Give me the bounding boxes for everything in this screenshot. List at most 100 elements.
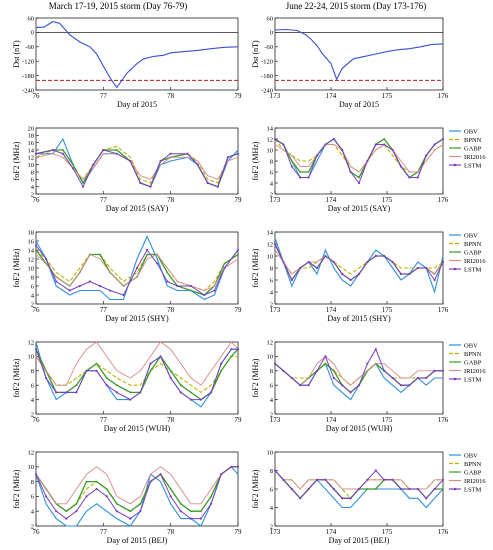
lstm-marker: [341, 384, 344, 387]
gabp-marker: [166, 271, 169, 274]
legend-label-lstm: LSTM: [464, 266, 482, 273]
y-tick-label: 10: [267, 449, 274, 456]
lstm-marker: [416, 487, 419, 491]
lstm-marker: [383, 369, 386, 372]
lstm-marker: [349, 391, 352, 394]
y-tick-label: -180: [22, 73, 34, 80]
lstm-marker: [433, 487, 436, 491]
lstm-marker: [189, 398, 192, 401]
gabp-marker: [65, 510, 68, 513]
lstm-marker: [391, 260, 394, 264]
lstm-marker: [341, 272, 344, 276]
lstm-marker: [273, 362, 277, 365]
gabp-marker: [230, 355, 233, 358]
lstm-marker: [315, 478, 319, 481]
y-tick-label: 8: [31, 169, 34, 176]
gabp-marker: [332, 369, 335, 372]
lstm-marker: [399, 384, 403, 387]
lstm-marker: [108, 289, 112, 292]
series-line-iri2016: [35, 341, 239, 386]
gabp-marker: [358, 176, 360, 179]
lstm-marker: [374, 469, 377, 472]
lstm-marker: [408, 272, 411, 276]
series-line-obv: [274, 362, 443, 401]
legend-label-iri2016: IRI2016: [464, 368, 486, 375]
y-tick-label: 12: [267, 339, 274, 346]
lstm-marker: [149, 185, 152, 188]
lstm-marker: [282, 369, 285, 372]
legend-label-obv: OBV: [464, 342, 478, 349]
lstm-marker: [115, 152, 118, 155]
lstm-marker: [324, 254, 327, 258]
lstm-marker: [408, 487, 411, 491]
x-tick-label: 77: [100, 306, 108, 314]
x-axis-label: Day of 2015 (SHY): [327, 314, 391, 323]
x-tick-label: 79: [235, 92, 243, 100]
x-tick-label: 173: [270, 416, 281, 424]
lstm-marker: [416, 266, 419, 270]
x-tick-label: 176: [438, 92, 449, 100]
x-tick-label: 79: [235, 196, 243, 204]
gabp-marker: [75, 384, 78, 387]
x-tick-label: 173: [270, 306, 281, 314]
series-line-obv: [35, 341, 238, 408]
y-tick-label: 0: [31, 30, 34, 37]
y-tick-label: 8: [31, 368, 34, 375]
lstm-marker: [332, 376, 335, 380]
lstm-marker: [433, 278, 436, 282]
lstm-marker: [139, 510, 142, 513]
x-tick-label: 79: [235, 306, 243, 314]
x-tick-label: 173: [270, 528, 281, 536]
y-tick-label: 2: [270, 301, 273, 308]
gabp-marker: [72, 163, 74, 166]
lstm-marker: [156, 262, 159, 265]
lstm-marker: [441, 260, 445, 264]
lstm-marker: [332, 487, 335, 491]
series-line-bpnn: [35, 355, 238, 394]
y-tick-label: 4: [270, 180, 274, 187]
lstm-marker: [383, 478, 386, 481]
x-axis-label: Day of 2015 (SHY): [105, 314, 169, 323]
y-tick-label: 2: [31, 301, 34, 308]
lstm-marker: [189, 284, 192, 288]
x-tick-label: 76: [33, 416, 41, 424]
lstm-marker: [169, 376, 172, 380]
y-tick-label: -180: [261, 73, 273, 80]
y-tick-label: 10: [267, 253, 274, 260]
x-tick-label: 174: [326, 528, 337, 536]
gabp-marker: [169, 369, 172, 372]
lstm-marker: [85, 495, 88, 498]
y-tick-label: 8: [270, 468, 273, 475]
lstm-marker: [230, 465, 233, 468]
gabp-marker: [146, 253, 149, 256]
lstm-marker: [220, 362, 223, 365]
lstm-marker: [159, 355, 162, 358]
y-tick-label: 8: [270, 368, 273, 375]
x-tick-label: 176: [438, 416, 449, 424]
x-axis-label: Day of 2015: [117, 100, 157, 109]
lstm-marker: [441, 369, 445, 372]
gabp-marker: [220, 369, 223, 372]
legend-label-bpnn: BPNN: [464, 241, 482, 248]
x-tick-label: 176: [438, 528, 449, 536]
lstm-marker: [383, 143, 386, 146]
y-tick-label: 18: [28, 229, 35, 236]
x-tick-label: 78: [167, 196, 175, 204]
y-tick-label: 6: [270, 169, 274, 176]
y-tick-label: -120: [261, 59, 273, 66]
gabp-marker: [82, 182, 85, 184]
plot-frame: [274, 17, 444, 91]
x-tick-label: 173: [270, 92, 281, 100]
panel-dst-june: 173 174 175 176 60 0 -60 -120 -180 -240 Day of 201…: [251, 15, 449, 109]
lstm-marker: [299, 497, 302, 500]
legend-label-iri2016: IRI2016: [464, 478, 486, 485]
legend-label-lstm: LSTM: [464, 376, 482, 383]
lstm-marker: [433, 369, 436, 372]
gabp-marker: [115, 149, 118, 151]
lstm-marker: [290, 376, 293, 380]
lstm-marker: [85, 369, 88, 372]
gabp-marker: [99, 253, 101, 256]
lstm-marker: [307, 487, 310, 491]
lstm-marker: [425, 266, 428, 270]
